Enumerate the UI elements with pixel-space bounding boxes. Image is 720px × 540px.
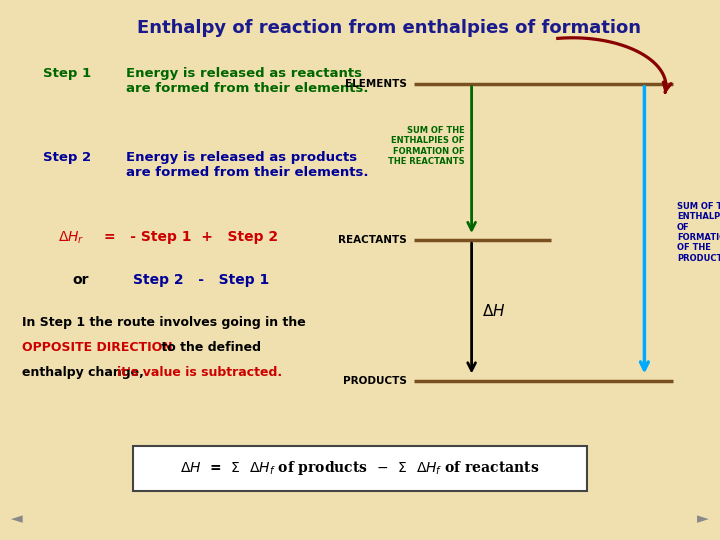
Text: PRODUCTS: PRODUCTS — [343, 376, 407, 386]
Text: Step 2: Step 2 — [43, 151, 91, 164]
Text: to the defined: to the defined — [157, 341, 261, 354]
Text: or: or — [72, 273, 89, 287]
Text: ◄: ◄ — [11, 511, 22, 526]
Text: Energy is released as products
are formed from their elements.: Energy is released as products are forme… — [126, 151, 369, 179]
Text: ELEMENTS: ELEMENTS — [345, 79, 407, 89]
Text: Energy is released as reactants
are formed from their elements.: Energy is released as reactants are form… — [126, 68, 369, 96]
Text: Step 2   -   Step 1: Step 2 - Step 1 — [133, 273, 269, 287]
Text: it's value is subtracted.: it's value is subtracted. — [117, 366, 282, 379]
Text: enthalpy change,: enthalpy change, — [22, 366, 152, 379]
Text: $\Delta H$: $\Delta H$ — [482, 302, 506, 319]
FancyBboxPatch shape — [133, 446, 587, 491]
Text: SUM OF THE
ENTHALPIES OF
FORMATION OF
THE REACTANTS: SUM OF THE ENTHALPIES OF FORMATION OF TH… — [388, 126, 464, 166]
Text: $\Delta H$  =  $\Sigma$  $\Delta H_f$ of products  $-$  $\Sigma$  $\Delta H_f$ o: $\Delta H$ = $\Sigma$ $\Delta H_f$ of pr… — [180, 460, 540, 477]
Text: =   - Step 1  +   Step 2: = - Step 1 + Step 2 — [104, 230, 279, 244]
Text: $\Delta H_r$: $\Delta H_r$ — [58, 230, 84, 246]
Text: Step 1: Step 1 — [43, 68, 91, 80]
Text: OPPOSITE DIRECTION: OPPOSITE DIRECTION — [22, 341, 172, 354]
Text: In Step 1 the route involves going in the: In Step 1 the route involves going in th… — [22, 316, 305, 329]
Text: Enthalpy of reaction from enthalpies of formation: Enthalpy of reaction from enthalpies of … — [137, 19, 641, 37]
Text: ►: ► — [698, 511, 709, 526]
Text: REACTANTS: REACTANTS — [338, 235, 407, 245]
Text: SUM OF THE
ENTHALPIES
OF
FORMATION
OF THE
PRODUCTS: SUM OF THE ENTHALPIES OF FORMATION OF TH… — [677, 202, 720, 262]
